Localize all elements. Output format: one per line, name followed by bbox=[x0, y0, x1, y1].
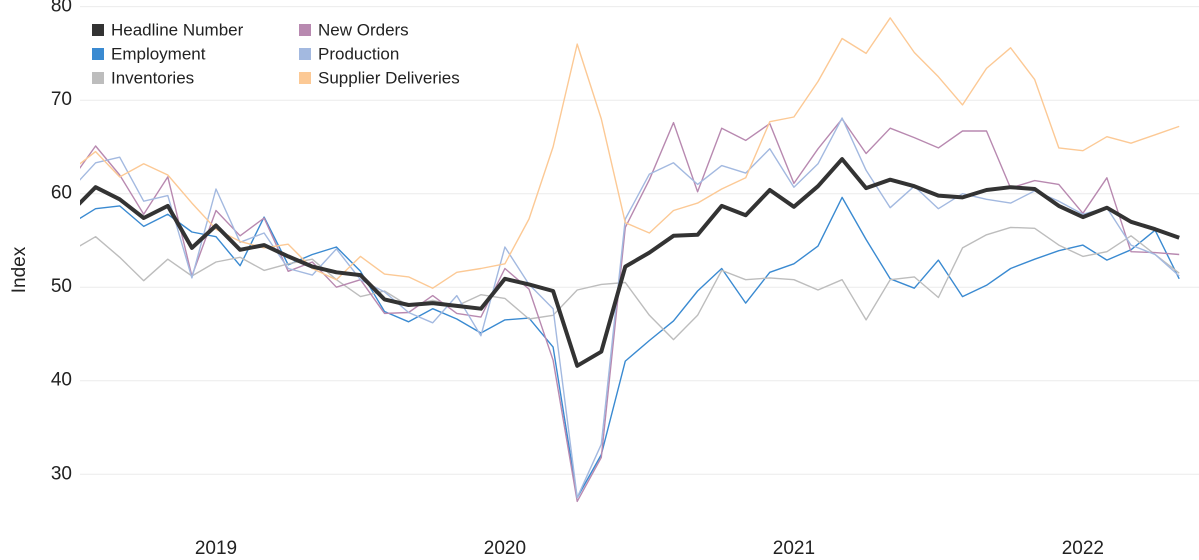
y-axis-label: Index bbox=[9, 246, 30, 293]
legend-swatch bbox=[299, 24, 311, 36]
plot-area bbox=[80, 17, 1180, 503]
legend-label: Supplier Deliveries bbox=[318, 68, 460, 87]
x-tick-label: 2020 bbox=[484, 538, 526, 559]
grid bbox=[80, 6, 1199, 475]
x-tick-label: 2019 bbox=[195, 538, 237, 559]
x-tick-label: 2021 bbox=[773, 538, 815, 559]
series-line bbox=[80, 117, 1180, 499]
series-line bbox=[80, 157, 1180, 368]
series-line bbox=[80, 118, 1180, 503]
y-tick-label: 70 bbox=[51, 89, 72, 110]
y-tick-label: 80 bbox=[51, 0, 72, 17]
legend-label: New Orders bbox=[318, 20, 409, 39]
y-tick-label: 40 bbox=[51, 370, 72, 391]
legend-label: Employment bbox=[111, 44, 206, 63]
y-tick-label: 30 bbox=[51, 463, 72, 484]
legend-swatch bbox=[92, 48, 104, 60]
legend: Headline Number Employment Inventories New … bbox=[92, 20, 460, 87]
legend-swatch bbox=[299, 72, 311, 84]
legend-swatch bbox=[92, 24, 104, 36]
legend-label: Production bbox=[318, 44, 399, 63]
legend-label: Inventories bbox=[111, 68, 194, 87]
legend-swatch bbox=[92, 72, 104, 84]
series-line bbox=[80, 196, 1180, 499]
legend-label: Headline Number bbox=[111, 20, 244, 39]
series-line bbox=[80, 226, 1180, 341]
x-tick-label: 2022 bbox=[1062, 538, 1104, 559]
legend-swatch bbox=[299, 48, 311, 60]
y-tick-label: 50 bbox=[51, 276, 72, 297]
y-tick-label: 60 bbox=[51, 183, 72, 204]
